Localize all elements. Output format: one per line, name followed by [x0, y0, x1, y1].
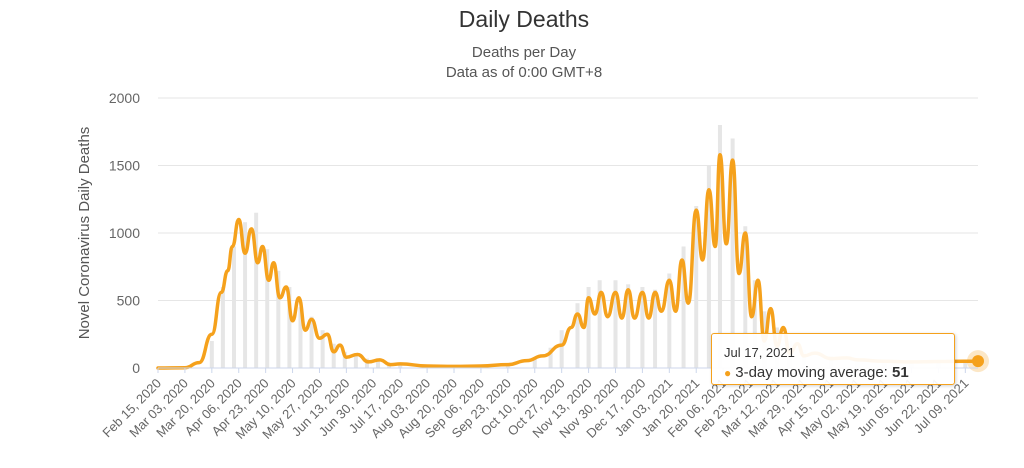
daily-bars: [209, 125, 968, 368]
daily-bar: [548, 347, 553, 368]
daily-bar: [586, 287, 591, 368]
daily-bar: [640, 287, 645, 368]
daily-bar: [626, 284, 631, 368]
y-tick-label: 1500: [109, 158, 140, 174]
chart-data-timestamp: Data as of 0:00 GMT+8: [445, 64, 603, 81]
daily-bar: [220, 287, 225, 368]
daily-bar: [694, 206, 699, 368]
hover-marker[interactable]: [972, 355, 984, 368]
moving-average-path: [156, 152, 980, 370]
daily-bar: [376, 361, 381, 368]
y-tick-label: 1000: [109, 225, 140, 241]
daily-bar: [597, 280, 602, 368]
y-tick-label: 500: [117, 293, 141, 309]
daily-bar: [254, 212, 259, 368]
tooltip-series-label: 3-day moving average:: [735, 364, 888, 381]
daily-bar: [287, 287, 292, 368]
series-dot-icon: ●: [724, 366, 732, 380]
daily-bar: [265, 249, 270, 368]
daily-bar: [706, 165, 711, 368]
moving-average-line: [156, 152, 989, 373]
y-tick-label: 2000: [109, 90, 140, 106]
daily-bar: [575, 303, 580, 368]
daily-bar: [320, 330, 325, 368]
hover-tooltip: Jul 17, 2021 ● 3-day moving average: 51: [711, 333, 955, 385]
chart-subtitle: Deaths per Day: [471, 44, 577, 61]
chart-title: Daily Deaths: [458, 6, 590, 32]
daily-bar: [309, 316, 314, 368]
daily-bar: [298, 307, 303, 368]
daily-bar: [613, 280, 618, 368]
daily-bar: [231, 246, 236, 368]
daily-bar: [963, 361, 968, 368]
daily-bar: [743, 226, 748, 368]
y-tick-label: 0: [132, 360, 140, 376]
tooltip-value: 51: [892, 364, 909, 381]
daily-bar: [243, 222, 248, 368]
tooltip-row: ● 3-day moving average: 51: [724, 364, 909, 381]
y-axis-label: Novel Coronavirus Daily Deaths: [76, 127, 93, 340]
daily-bar: [653, 289, 658, 368]
daily-bar: [276, 270, 281, 368]
daily-bar: [532, 358, 537, 368]
daily-bar: [681, 246, 686, 368]
daily-bar: [398, 363, 403, 368]
tooltip-date: Jul 17, 2021: [724, 345, 795, 360]
daily-bar: [209, 341, 214, 368]
daily-bar: [752, 280, 757, 368]
daily-bar: [353, 355, 358, 368]
daily-bar: [342, 351, 347, 368]
daily-bar: [730, 138, 735, 368]
daily-bar: [331, 343, 336, 368]
daily-bar: [667, 273, 672, 368]
daily-bar: [559, 330, 564, 368]
daily-bar: [717, 125, 722, 368]
